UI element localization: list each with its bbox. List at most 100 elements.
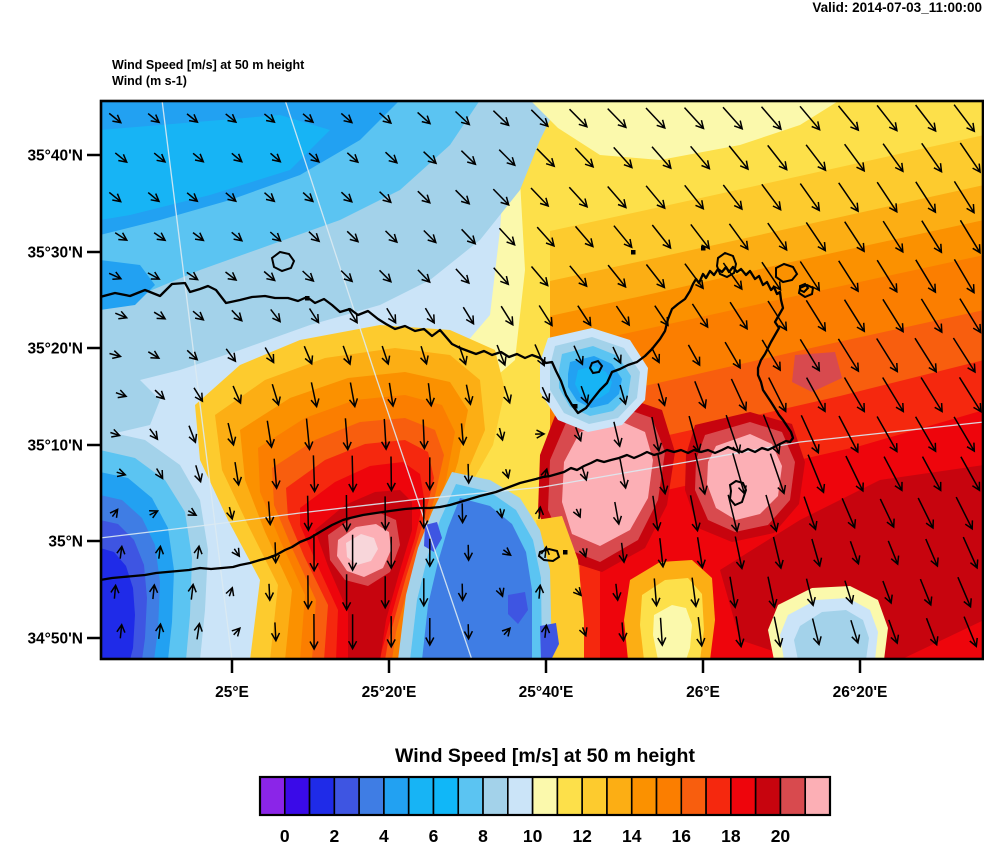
wind-arrow — [346, 230, 360, 243]
wind-arrow — [463, 544, 474, 562]
wind-arrow — [687, 344, 701, 367]
wind-arrow — [538, 305, 553, 327]
wind-arrow — [837, 338, 860, 373]
wind-arrow — [263, 113, 276, 124]
wind-arrow — [231, 231, 244, 242]
wind-arrow — [767, 576, 778, 609]
wind-arrow — [876, 259, 898, 294]
wind-arrow — [580, 385, 590, 405]
wind-arrow — [722, 106, 744, 130]
contour-region — [100, 115, 330, 220]
wind-arrow — [264, 192, 276, 203]
wind-arrow — [768, 377, 787, 413]
wind-arrow — [381, 345, 391, 366]
wind-arrow — [657, 617, 667, 647]
wind-arrow — [308, 308, 320, 324]
wind-arrow — [115, 310, 129, 320]
colorbar-cell — [283, 776, 311, 816]
wind-arrow — [186, 113, 199, 124]
wind-arrow — [457, 583, 468, 602]
wind-arrow — [882, 580, 893, 605]
wind-arrow — [574, 225, 594, 248]
wind-arrow — [386, 536, 396, 570]
wind-arrow — [691, 303, 709, 329]
coastal-dot — [573, 404, 578, 409]
wind-arrow — [498, 149, 516, 167]
colorbar-cell — [630, 776, 658, 816]
map-title-line2: Wind (m s-1) — [112, 74, 187, 88]
wind-arrow — [915, 181, 937, 214]
lon-tick-label: 26°E — [686, 684, 720, 701]
wind-arrow — [541, 386, 551, 404]
wind-arrow — [460, 150, 477, 166]
wind-arrow — [463, 463, 474, 485]
wind-arrow — [915, 259, 937, 294]
wind-arrow — [500, 305, 514, 327]
colorbar-cell — [655, 776, 683, 816]
wind-arrow — [270, 542, 281, 565]
wind-arrow — [493, 267, 510, 286]
wind-arrow — [652, 495, 662, 532]
wind-arrow — [572, 508, 582, 519]
wind-arrow — [425, 383, 435, 408]
wind-arrow — [270, 622, 281, 643]
wind-arrow — [769, 453, 787, 495]
coastal-dot — [305, 296, 310, 301]
wind-arrow — [953, 259, 975, 294]
wind-arrow — [417, 269, 431, 284]
wind-arrow — [573, 427, 583, 443]
wind-arrow — [304, 418, 314, 451]
wind-arrow — [579, 466, 589, 482]
wind-arrow — [883, 456, 903, 492]
colorbar-tick-label: 14 — [622, 826, 642, 845]
wind-arrow — [574, 147, 595, 169]
contour-region — [422, 498, 532, 660]
wind-arrow — [186, 192, 199, 203]
wind-arrow — [419, 497, 429, 530]
wind-arrow — [799, 339, 821, 372]
meridian-25E — [161, 100, 233, 660]
wind-arrow — [271, 383, 281, 407]
wind-arrow — [534, 505, 545, 519]
crete-coastline — [100, 246, 815, 582]
wind-arrow — [308, 231, 321, 243]
contour-region — [508, 592, 528, 624]
wind-arrow — [455, 268, 470, 285]
wind-arrow — [619, 384, 629, 406]
meridian-nw — [284, 100, 473, 660]
wind-arrow — [109, 350, 123, 360]
wind-arrow — [684, 184, 705, 210]
wind-arrow — [232, 385, 242, 405]
wind-arrow — [722, 184, 743, 211]
wind-arrow — [192, 152, 205, 163]
wind-arrow — [915, 104, 937, 133]
wind-arrow — [837, 105, 860, 132]
wind-arrow — [147, 113, 161, 124]
wind-arrow — [925, 538, 939, 568]
wind-arrow — [380, 418, 391, 451]
wind-arrow — [728, 145, 749, 171]
wind-arrow — [347, 534, 358, 572]
wind-arrow — [613, 225, 633, 249]
wind-arrow — [651, 146, 672, 170]
wind-arrow — [423, 229, 437, 244]
lat-tick-label: 35°10'N — [27, 438, 83, 455]
wind-arrow — [501, 627, 512, 637]
wind-arrow — [651, 578, 661, 608]
wind-arrow — [729, 301, 748, 331]
wind-arrow — [876, 104, 898, 132]
colorbar-cell — [754, 776, 782, 816]
wind-arrow — [772, 536, 784, 570]
wind-arrow — [645, 107, 666, 130]
wind-arrow — [919, 578, 933, 607]
wind-arrow — [849, 540, 861, 566]
wind-arrow — [530, 109, 550, 128]
contour-region — [653, 605, 692, 660]
wind-arrow — [727, 494, 740, 533]
wind-arrow — [309, 613, 319, 651]
wind-arrow — [148, 583, 159, 600]
wind-arrow — [225, 271, 238, 281]
wind-arrow — [805, 221, 827, 252]
wind-arrow — [612, 583, 622, 602]
